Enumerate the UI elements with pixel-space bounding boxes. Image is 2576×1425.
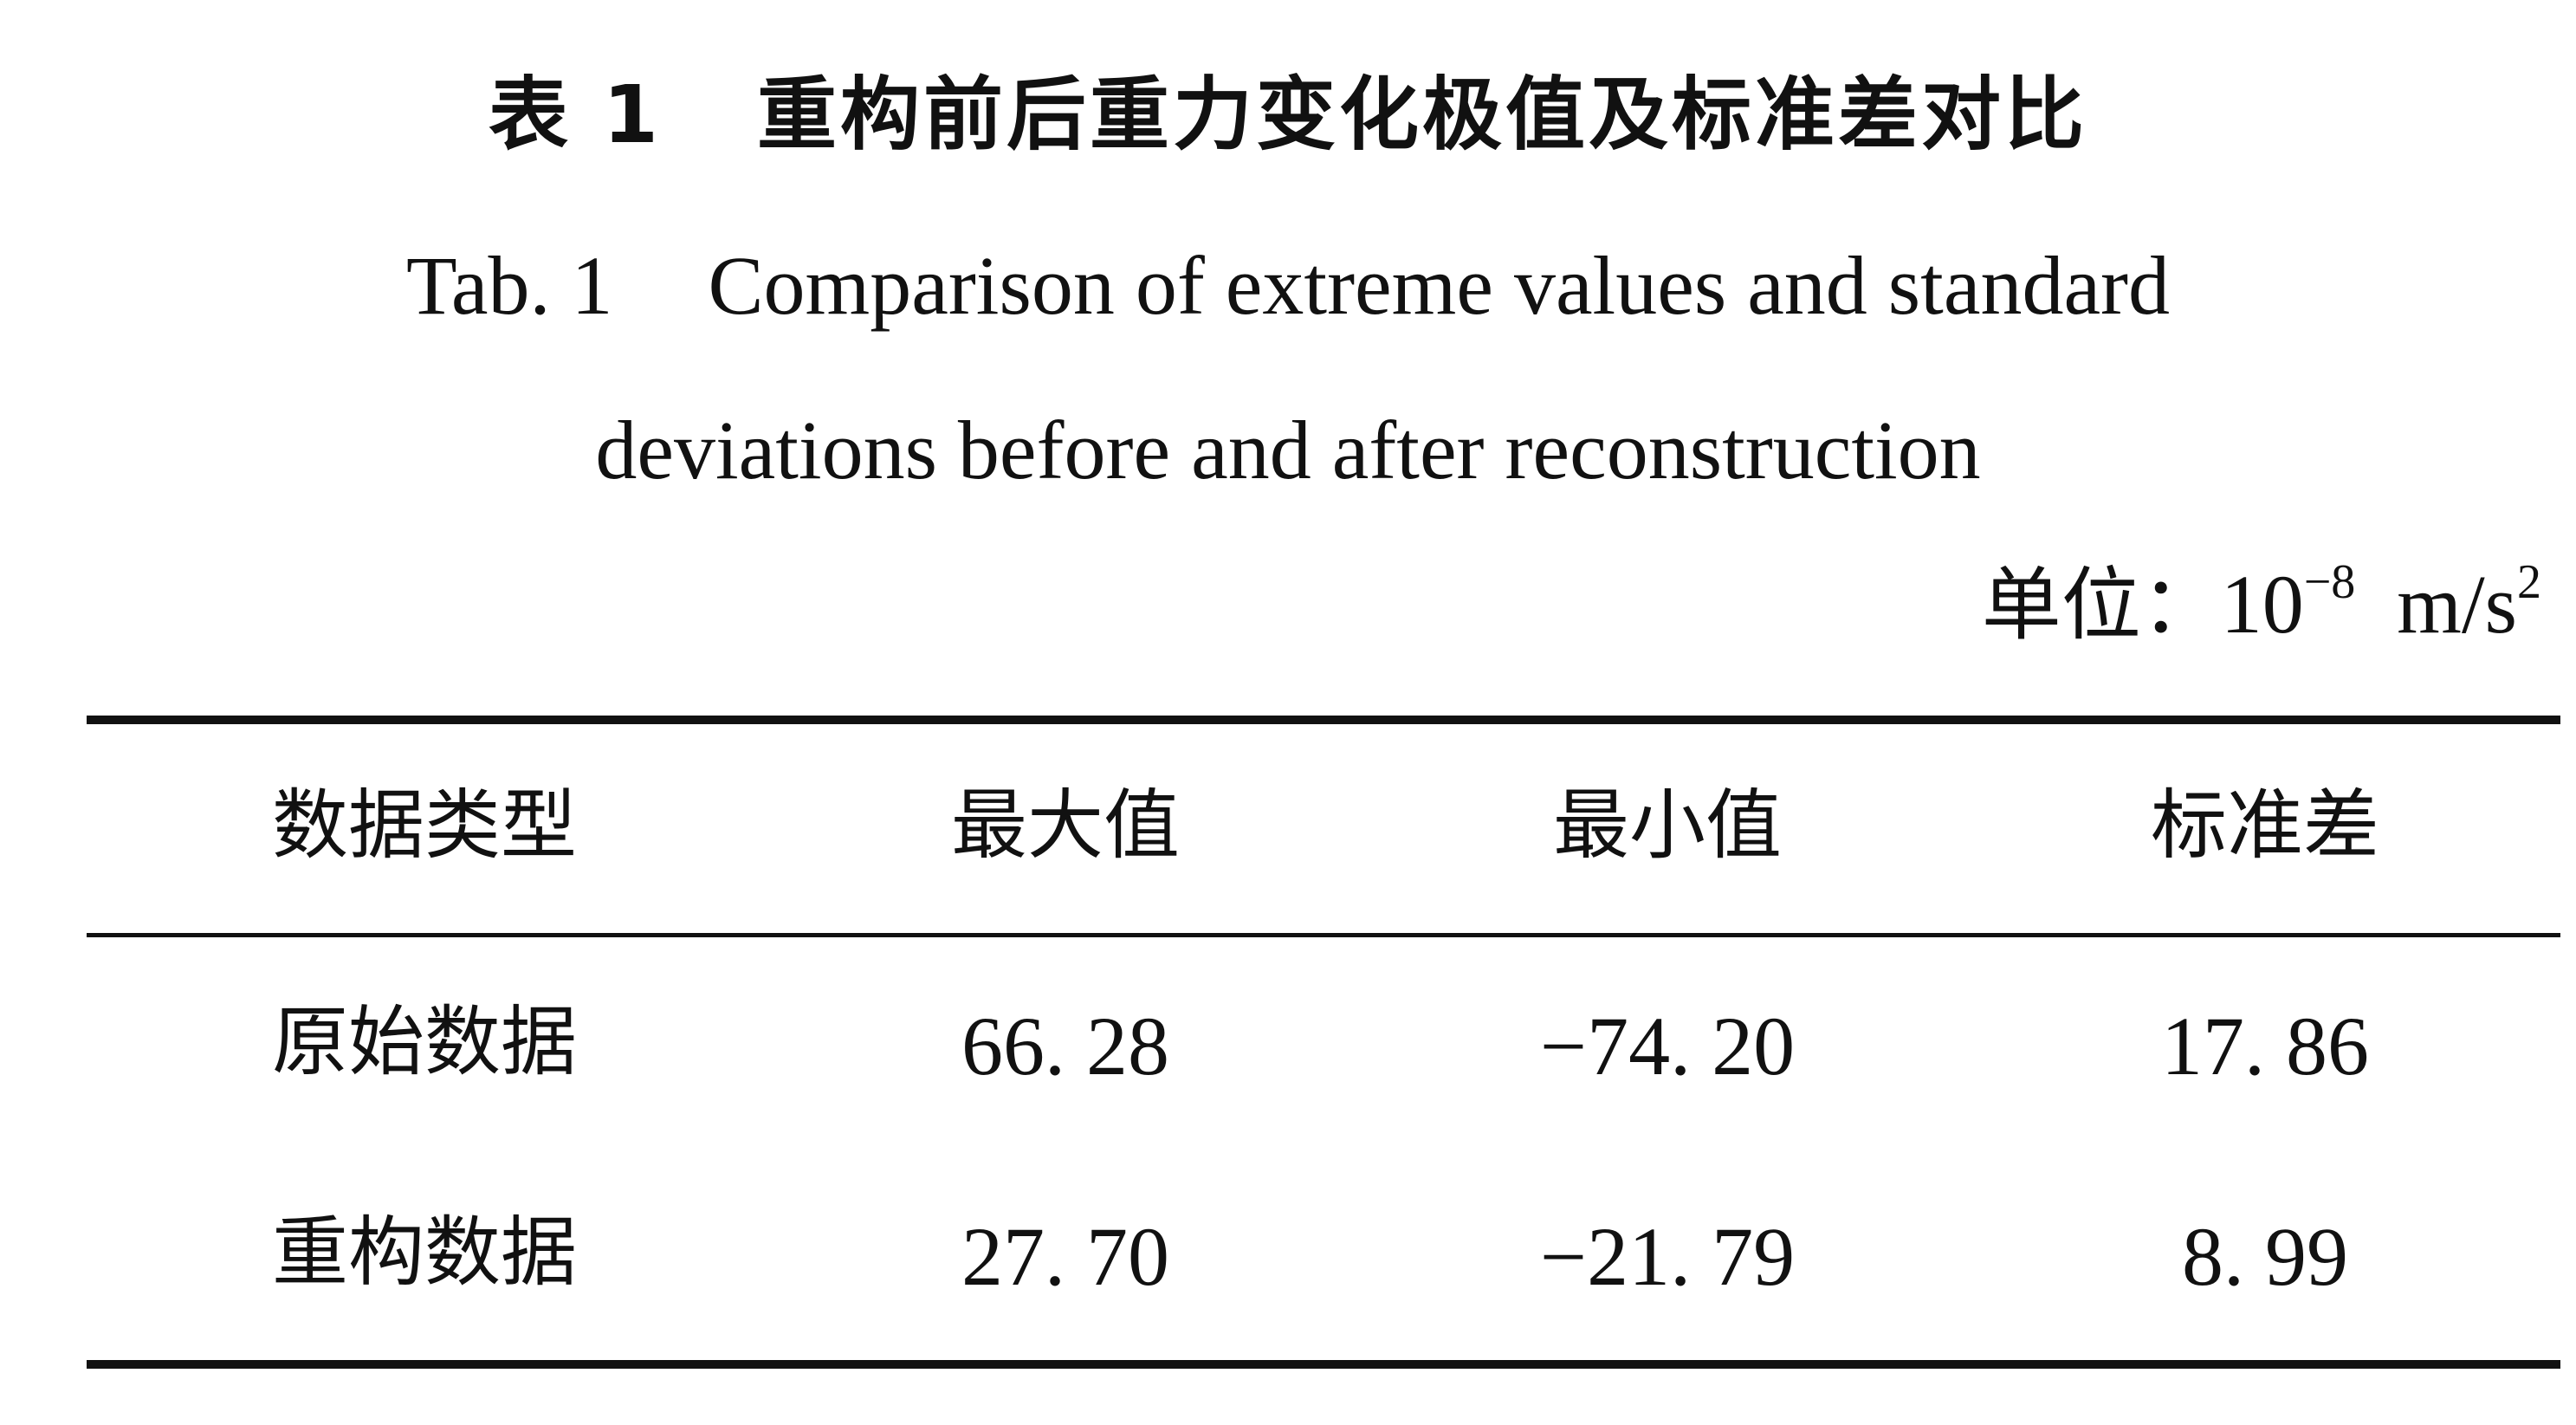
row-original-std: 17. 86: [2161, 1000, 2369, 1092]
table-top-rule: [87, 716, 2560, 724]
row-reconstructed-max: 27. 70: [961, 1210, 1169, 1303]
caption-en-label: Tab. 1: [405, 239, 613, 332]
row-reconstructed-min: −21. 79: [1539, 1210, 1796, 1303]
header-min-value: 最小值: [1552, 781, 1782, 870]
table-header-rule: [87, 933, 2560, 937]
caption-en-line2: deviations before and after reconstructi…: [595, 404, 1981, 496]
caption-cn-text: 重构前后重力变化极值及标准差对比: [757, 68, 2088, 161]
header-max-value: 最大值: [950, 781, 1180, 870]
unit-measure-exponent: 2: [2517, 555, 2541, 609]
table-bottom-rule: [87, 1360, 2560, 1369]
caption-cn-label: 表 1: [488, 68, 663, 161]
unit-note: 单位：10−8 m/s2: [1982, 554, 2541, 654]
row-reconstructed-type: 重构数据: [271, 1208, 577, 1297]
row-original-max: 66. 28: [961, 1000, 1169, 1092]
caption-cn: 表 1 重构前后重力变化极值及标准差对比: [0, 68, 2576, 163]
caption-en-line1: Tab. 1 Comparison of extreme values and s…: [0, 236, 2576, 335]
unit-label: 单位：: [1981, 559, 2221, 651]
unit-base: 10: [2220, 558, 2304, 651]
row-original-min: −74. 20: [1539, 1000, 1796, 1092]
caption-en-text-line1: Comparison of extreme values and standar…: [708, 239, 2171, 332]
row-original-type: 原始数据: [271, 997, 577, 1086]
header-std-dev: 标准差: [2150, 781, 2379, 870]
unit-exponent: −8: [2303, 555, 2356, 609]
row-reconstructed-std: 8. 99: [2182, 1210, 2348, 1303]
unit-measure: m/s: [2397, 558, 2517, 651]
header-data-type: 数据类型: [271, 781, 577, 870]
